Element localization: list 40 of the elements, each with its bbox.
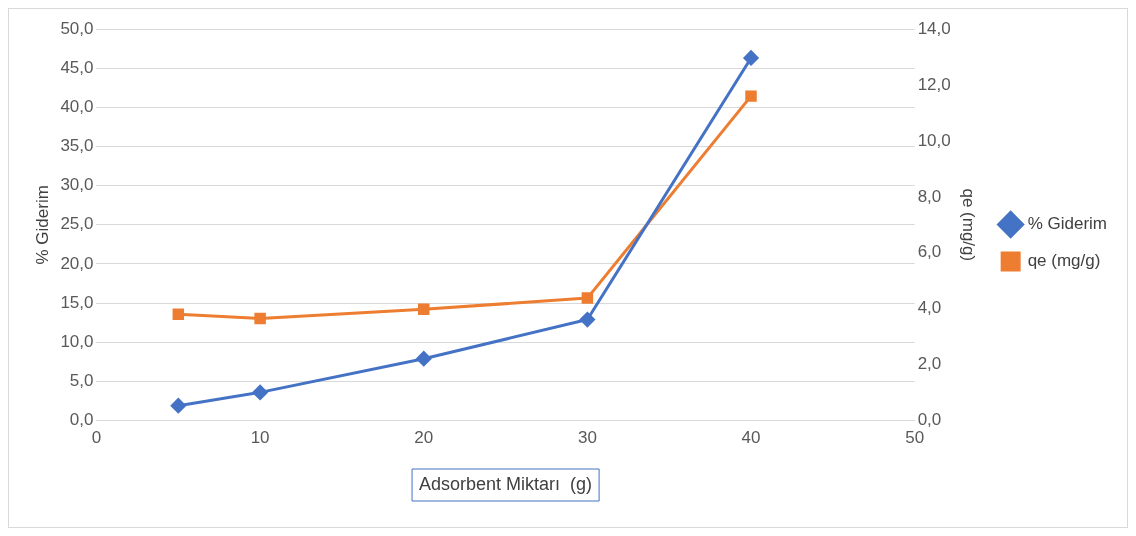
point (418, 303, 430, 316)
y-tick-label: 30,0 (60, 175, 94, 195)
y2-tick-label: 12,0 (917, 74, 951, 94)
x-tick-label: 10 (250, 428, 270, 448)
y-tick-label: 40,0 (60, 97, 94, 117)
point (581, 292, 594, 304)
y-tick-label: 35,0 (60, 136, 94, 156)
y-tick-label: 25,0 (60, 214, 94, 234)
point (252, 384, 268, 400)
x-tick-label: 20 (414, 428, 434, 448)
legend-label: qe (mg/g) (1027, 251, 1101, 271)
y2-tick-label: 6,0 (917, 242, 942, 262)
x-axis-title: Adsorbent Miktarı (g) (419, 473, 593, 494)
y2-tick-label: 8,0 (917, 186, 942, 206)
x-tick-label: 50 (905, 428, 925, 448)
y2-tick-label: 10,0 (917, 130, 951, 150)
point (416, 351, 432, 367)
point (579, 312, 595, 328)
y2-tick-label: 0,0 (917, 410, 942, 430)
point (170, 398, 186, 414)
y-tick-label: 50,0 (60, 18, 94, 38)
y2-axis-title: qe (mg/g) (959, 188, 979, 262)
y-tick-label: 45,0 (60, 57, 94, 77)
y-tick-label: 0,0 (69, 410, 94, 430)
y2-tick-label: 4,0 (917, 298, 942, 318)
x-tick-label: 30 (577, 428, 597, 448)
x-tick-label: 0 (91, 428, 102, 448)
point (745, 90, 757, 102)
point (254, 312, 266, 325)
x-tick-label: 40 (741, 428, 761, 448)
point (172, 308, 185, 321)
y-tick-label: 20,0 (60, 253, 94, 273)
y-axis-title: % Giderim (32, 185, 52, 265)
y-tick-label: 5,0 (69, 371, 94, 391)
point (743, 50, 759, 66)
y2-tick-label: 2,0 (917, 354, 942, 374)
y2-tick-label: 14,0 (917, 18, 951, 38)
y-tick-label: 15,0 (60, 292, 94, 312)
y-tick-label: 10,0 (60, 331, 94, 351)
legend-label: % Giderim (1027, 214, 1108, 234)
